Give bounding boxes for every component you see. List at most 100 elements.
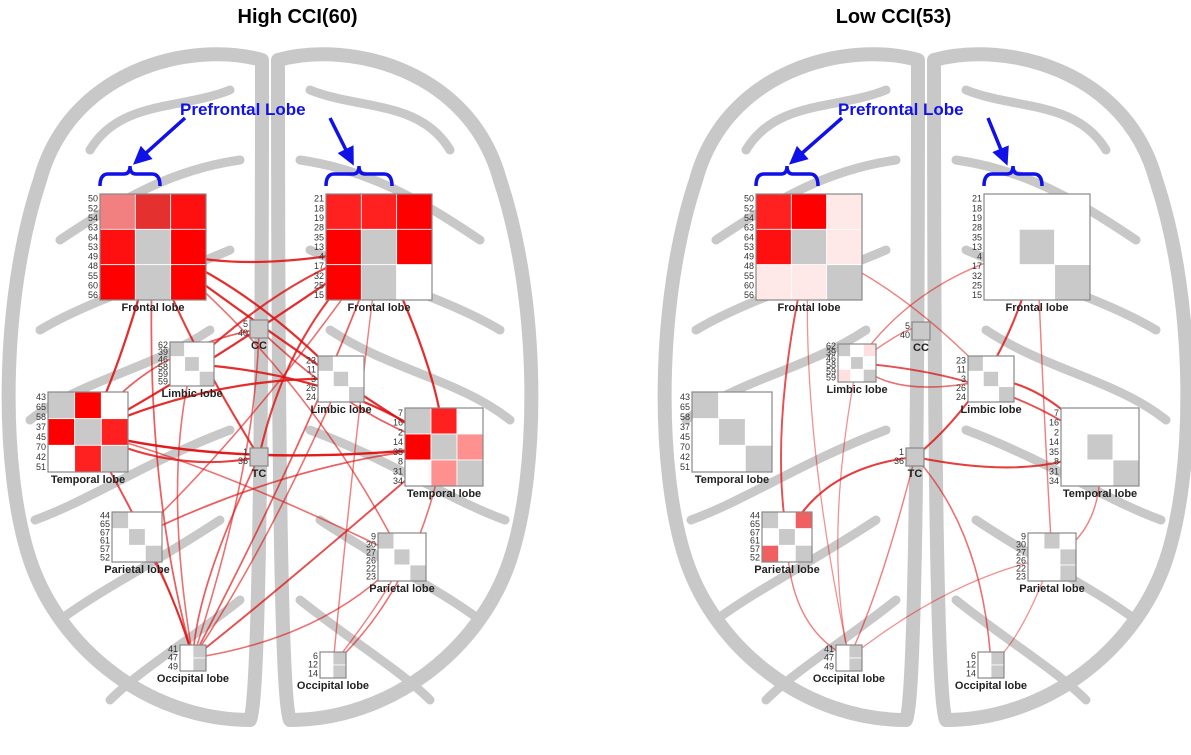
matrix-cell: [378, 549, 394, 565]
matrix-cell: [361, 265, 396, 300]
matrix-cell: [1019, 265, 1054, 300]
matrix-cell: [756, 194, 791, 229]
region-matrix-fr: 211819283513417322515Frontal lobe: [972, 194, 1090, 314]
matrix-tick-label: 43: [36, 392, 46, 402]
matrix-tick-label: 8: [1054, 457, 1059, 467]
region-matrix-cc: 540CC: [900, 321, 930, 354]
matrix-cell: [863, 357, 876, 370]
matrix-tick-label: 19: [972, 213, 982, 223]
matrix-tick-label: 2: [398, 427, 403, 437]
region-label: Frontal lobe: [1006, 302, 1069, 314]
matrix-cell: [791, 229, 826, 264]
matrix-cell: [838, 357, 851, 370]
matrix-cell: [397, 229, 432, 264]
region-matrix-ol: 414749 Occipital lobe: [813, 644, 885, 685]
matrix-cell: [1087, 408, 1113, 434]
matrix-cell: [333, 371, 348, 386]
matrix-cell: [318, 356, 333, 371]
matrix-cell: [170, 357, 185, 372]
matrix-cell: [48, 445, 75, 472]
region-label: Occipital lobe: [297, 680, 369, 692]
matrix-cell: [431, 460, 457, 486]
matrix-tick-label: 24: [306, 392, 316, 402]
matrix-cell: [112, 529, 129, 546]
matrix-tick-label: 53: [88, 242, 98, 252]
matrix-cell: [991, 665, 1004, 678]
matrix-cell: [326, 265, 361, 300]
matrix-tick-label: 70: [680, 442, 690, 452]
matrix-cell: [318, 387, 333, 402]
matrix-cell: [431, 408, 457, 434]
matrix-cell: [129, 529, 146, 546]
matrix-cell: [838, 369, 851, 382]
matrix-cell: [1113, 408, 1139, 434]
matrix-tick-label: 36: [238, 456, 248, 466]
matrix-tick-label: 34: [393, 476, 403, 486]
matrix-cell: [756, 265, 791, 300]
region-label: Temporal lobe: [695, 474, 769, 486]
region-label: TC: [908, 468, 923, 480]
matrix-cell: [999, 356, 1014, 371]
region-label: Limbic lobe: [826, 384, 887, 396]
prefrontal-arrow-head: [341, 148, 352, 162]
matrix-cell: [1044, 549, 1060, 565]
matrix-cell: [1028, 565, 1044, 581]
matrix-tick-label: 24: [956, 392, 966, 402]
region-label: Frontal lobe: [348, 302, 411, 314]
matrix-cell: [405, 434, 431, 460]
matrix-cell: [827, 229, 862, 264]
matrix-tick-label: 54: [744, 213, 754, 223]
matrix-cell: [431, 434, 457, 460]
matrix-cell: [863, 344, 876, 357]
matrix-cell: [361, 229, 396, 264]
matrix-cell: [349, 371, 364, 386]
matrix-tick-label: 53: [744, 242, 754, 252]
matrix-cell: [410, 533, 426, 549]
matrix-tick-label: 28: [314, 223, 324, 233]
matrix-tick-label: 45: [680, 432, 690, 442]
matrix-tick-label: 48: [744, 261, 754, 271]
region-matrix-or: 61214Occipital lobe: [297, 651, 369, 692]
matrix-cell: [193, 645, 206, 658]
matrix-tick-label: 31: [393, 466, 403, 476]
region-matrix-tc: 136 TC: [894, 447, 924, 480]
matrix-cell: [101, 392, 128, 419]
matrix-cell: [968, 356, 983, 371]
region-label: CC: [251, 340, 267, 352]
matrix-cell: [999, 371, 1014, 386]
matrix-cell: [983, 356, 998, 371]
matrix-cell: [75, 419, 102, 446]
matrix-tick-label: 25: [314, 280, 324, 290]
matrix-cell: [100, 265, 135, 300]
matrix-cell: [180, 645, 193, 658]
matrix-cell: [349, 387, 364, 402]
matrix-cell: [762, 512, 779, 529]
matrix-cell: [333, 356, 348, 371]
region-label: Temporal lobe: [1063, 488, 1137, 500]
panel-low-cci: 50 52 54 63 64 53 49 48 55 60 56 Frontal lobe 21 18 19…: [596, 0, 1191, 755]
matrix-tick-label: 13: [972, 242, 982, 252]
prefrontal-lobe-label: Prefrontal Lobe: [838, 100, 964, 120]
matrix-cell: [250, 320, 268, 338]
matrix-cell: [100, 194, 135, 229]
matrix-cell: [719, 392, 746, 419]
prefrontal-brackets: [756, 118, 1042, 186]
matrix-cell: [112, 545, 129, 562]
matrix-cell: [457, 408, 483, 434]
matrix-tick-label: 14: [308, 668, 318, 678]
matrix-cell: [48, 392, 75, 419]
matrix-cell: [250, 448, 268, 466]
region-matrix-fr: 211819283513417322515Frontal lobe: [314, 194, 432, 314]
matrix-cell: [836, 645, 849, 658]
matrix-tick-label: 36: [894, 456, 904, 466]
matrix-cell: [397, 194, 432, 229]
region-label: Temporal lobe: [407, 488, 481, 500]
matrix-cell: [185, 371, 200, 386]
matrix-cell: [999, 387, 1014, 402]
matrix-tick-label: 35: [314, 232, 324, 242]
matrix-cell: [1055, 229, 1090, 264]
matrix-cell: [984, 194, 1019, 229]
matrix-cell: [978, 652, 991, 665]
matrix-tick-label: 51: [680, 462, 690, 472]
